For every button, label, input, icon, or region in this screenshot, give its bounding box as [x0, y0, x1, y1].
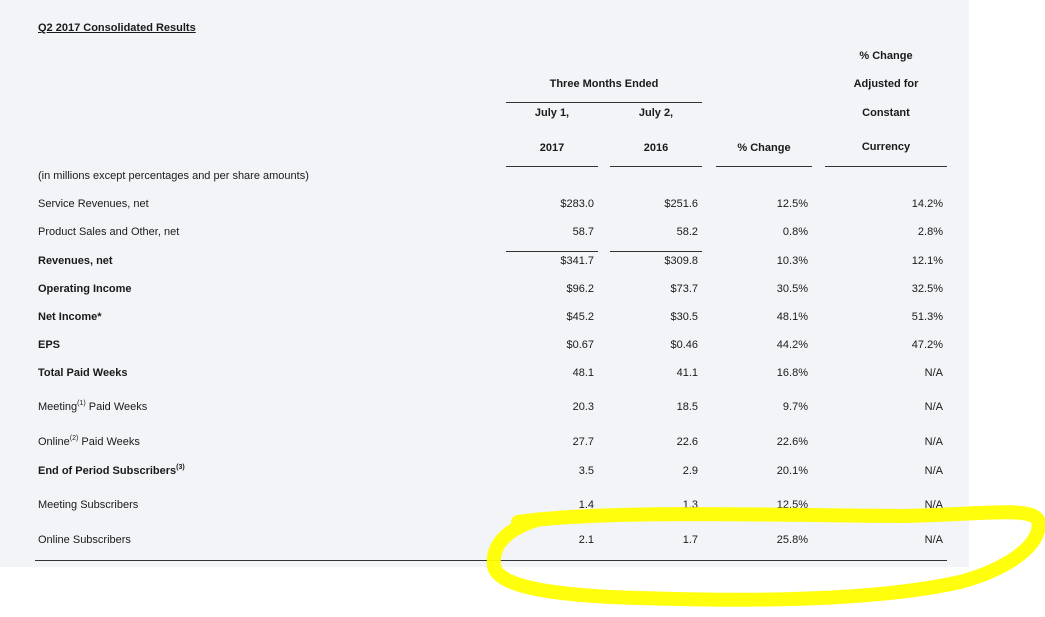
results-panel: Q2 2017 Consolidated Results Three Month… — [0, 0, 969, 567]
row-label: Operating Income — [38, 283, 132, 296]
cell-pct-change: 10.3% — [776, 255, 808, 267]
row-label-text: Service Revenues, net — [38, 198, 149, 210]
cell-2017: 2.1 — [578, 534, 594, 546]
col3-header-rule — [716, 166, 812, 167]
row-label: Meeting(1) Paid Weeks — [38, 400, 148, 414]
cell-2016: $0.46 — [670, 339, 698, 351]
cell-pct-change-constant-currency: 51.3% — [911, 311, 943, 323]
row-label: Online Subscribers — [38, 534, 131, 547]
cell-pct-change: 25.8% — [776, 534, 808, 546]
row-label-text: Online — [38, 436, 70, 448]
col1-header-year: 2017 — [539, 142, 565, 154]
cell-2017: 27.7 — [572, 436, 594, 448]
units-note: (in millions except percentages and per … — [38, 170, 309, 182]
cell-pct-change: 20.1% — [776, 465, 808, 477]
row-label-text: Online Subscribers — [38, 534, 131, 546]
cell-pct-change-constant-currency: N/A — [924, 534, 943, 546]
col4-header-line2: Adjusted for — [853, 78, 919, 90]
cell-2017: 58.7 — [572, 226, 594, 238]
row-label-text: Net Income* — [38, 311, 102, 323]
row-label-text: Meeting Subscribers — [38, 499, 139, 511]
cell-2016: $30.5 — [670, 311, 698, 323]
cell-2017: 3.5 — [578, 465, 594, 477]
table-bottom-rule — [35, 560, 947, 561]
col4-header-line1: % Change — [859, 50, 913, 62]
row-label: Service Revenues, net — [38, 198, 149, 211]
col1-header-rule — [506, 166, 598, 167]
row-label-suffix: Paid Weeks — [78, 436, 140, 448]
row-label: Meeting Subscribers — [38, 499, 138, 512]
cell-pct-change: 48.1% — [776, 311, 808, 323]
cell-2016: 22.6 — [676, 436, 698, 448]
cell-pct-change: 44.2% — [776, 339, 808, 351]
col4-header-rule — [825, 166, 947, 167]
cell-pct-change: 12.5% — [776, 499, 808, 511]
subtotal-rule-col2 — [610, 251, 702, 252]
footnote-marker: (3) — [176, 464, 185, 471]
row-label-text: End of Period Subscribers — [38, 465, 177, 477]
cell-pct-change-constant-currency: N/A — [924, 436, 943, 448]
cell-2017: 20.3 — [572, 401, 594, 413]
cell-2017: $0.67 — [566, 339, 594, 351]
cell-pct-change-constant-currency: 47.2% — [911, 339, 943, 351]
row-label-text: Meeting — [38, 401, 78, 413]
row-label-text: Product Sales and Other, net — [38, 226, 180, 238]
header-rule — [506, 102, 702, 103]
cell-2016: 1.7 — [682, 534, 698, 546]
footnote-marker: (1) — [77, 400, 86, 407]
col2-header-year: 2016 — [643, 142, 669, 154]
cell-2016: 1.3 — [682, 499, 698, 511]
col1-header-date: July 1, — [534, 107, 570, 119]
three-months-ended-header: Three Months Ended — [549, 78, 659, 90]
cell-2016: $309.8 — [664, 255, 698, 267]
footnote-marker: (2) — [69, 435, 79, 442]
cell-pct-change: 0.8% — [782, 226, 808, 238]
cell-2016: $73.7 — [670, 283, 698, 295]
page-title: Q2 2017 Consolidated Results — [38, 22, 196, 34]
cell-2016: $251.6 — [664, 198, 698, 210]
row-label: Online(2) Paid Weeks — [38, 435, 140, 449]
cell-2017: $45.2 — [566, 311, 594, 323]
row-label: EPS — [38, 339, 60, 352]
cell-pct-change-constant-currency: N/A — [924, 465, 943, 477]
cell-pct-change: 30.5% — [776, 283, 808, 295]
cell-2017: $341.7 — [560, 255, 594, 267]
cell-pct-change-constant-currency: N/A — [924, 401, 943, 413]
col3-header: % Change — [737, 142, 791, 154]
cell-pct-change-constant-currency: 2.8% — [917, 226, 943, 238]
row-label: Net Income* — [38, 311, 102, 324]
row-label: Revenues, net — [38, 255, 113, 268]
cell-pct-change-constant-currency: 12.1% — [911, 255, 943, 267]
row-label-suffix: Paid Weeks — [85, 401, 148, 413]
cell-2016: 2.9 — [682, 465, 698, 477]
cell-pct-change-constant-currency: 14.2% — [911, 198, 943, 210]
row-label: Total Paid Weeks — [38, 367, 127, 380]
row-label-text: EPS — [38, 339, 61, 351]
cell-2016: 18.5 — [676, 401, 698, 413]
cell-pct-change-constant-currency: 32.5% — [911, 283, 943, 295]
cell-2017: 1.4 — [578, 499, 594, 511]
cell-2016: 58.2 — [676, 226, 698, 238]
row-label: End of Period Subscribers(3) — [38, 464, 185, 478]
row-label: Product Sales and Other, net — [38, 226, 179, 239]
cell-pct-change: 22.6% — [776, 436, 808, 448]
subtotal-rule-col1 — [506, 251, 598, 252]
cell-2017: 48.1 — [572, 367, 594, 379]
col2-header-rule — [610, 166, 702, 167]
cell-2017: $96.2 — [566, 283, 594, 295]
col4-header-line4: Currency — [861, 141, 911, 153]
cell-pct-change-constant-currency: N/A — [924, 499, 943, 511]
row-label-text: Operating Income — [38, 283, 132, 295]
cell-pct-change-constant-currency: N/A — [924, 367, 943, 379]
cell-2017: $283.0 — [560, 198, 594, 210]
row-label-text: Revenues, net — [38, 255, 113, 267]
col2-header-date: July 2, — [638, 107, 674, 119]
cell-pct-change: 9.7% — [782, 401, 808, 413]
cell-2016: 41.1 — [676, 367, 698, 379]
col4-header-line3: Constant — [862, 107, 910, 119]
cell-pct-change: 12.5% — [776, 198, 808, 210]
cell-pct-change: 16.8% — [776, 367, 808, 379]
row-label-text: Total Paid Weeks — [38, 367, 128, 379]
